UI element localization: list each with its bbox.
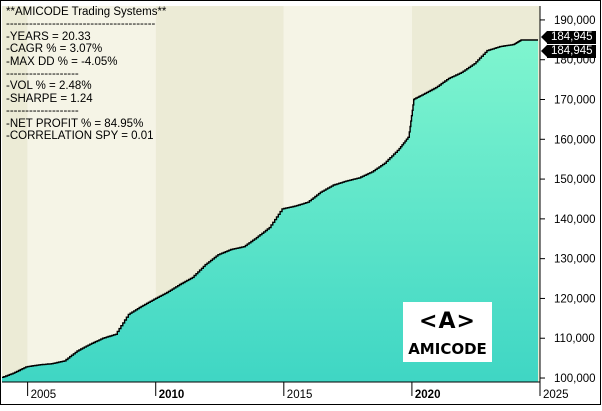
x-tick-label: 2020	[415, 389, 441, 401]
year-band	[2, 6, 28, 382]
y-tick-label: 130,000	[554, 254, 596, 266]
stats-divider: -------------------	[6, 105, 79, 118]
stats-panel: **AMICODE Trading Systems** ------------…	[6, 6, 206, 142]
last-value-tag: 184,945	[541, 31, 596, 44]
stats-cagr: -CAGR % = 3.07%	[6, 43, 103, 56]
y-tick-label: 170,000	[554, 95, 596, 107]
x-tick-label: 2015	[287, 389, 313, 401]
y-tick-label: 190,000	[554, 15, 596, 27]
x-tick-label: 2010	[159, 389, 185, 401]
stats-divider: ---------------------------------------	[6, 18, 156, 31]
y-tick-label: 110,000	[554, 333, 595, 345]
stats-divider: -------------------	[6, 68, 79, 81]
equity-area-layer	[2, 39, 538, 382]
y-tick-label: 120,000	[554, 293, 596, 305]
amicode-logo: <A> AMICODE	[403, 302, 492, 362]
stats-title: **AMICODE Trading Systems**	[6, 6, 167, 18]
logo-word: AMICODE	[408, 340, 487, 358]
stats-years: -YEARS = 20.33	[6, 30, 91, 43]
stats-max-dd: -MAX DD % = -4.05%	[6, 55, 118, 68]
y-tick-label: 100,000	[554, 373, 596, 385]
stats-vol: -VOL % = 2.48%	[6, 80, 92, 93]
y-tick-label: 150,000	[554, 174, 596, 186]
stats-sharpe: -SHARPE = 1.24	[6, 92, 93, 105]
stats-net-profit: -NET PROFIT % = 84.95%	[6, 117, 144, 130]
y-tick-label: 140,000	[554, 214, 596, 226]
x-tick-label: 2005	[31, 389, 57, 401]
stats-correlation: -CORRELATION SPY = 0.01	[6, 130, 154, 143]
y-tick-label: 160,000	[554, 134, 596, 146]
x-tick-label: 2025	[543, 389, 569, 401]
equity-area	[2, 40, 538, 382]
logo-mark: <A>	[419, 309, 476, 334]
last-value-tag: 184,945	[541, 45, 596, 58]
equity-line	[2, 39, 538, 378]
